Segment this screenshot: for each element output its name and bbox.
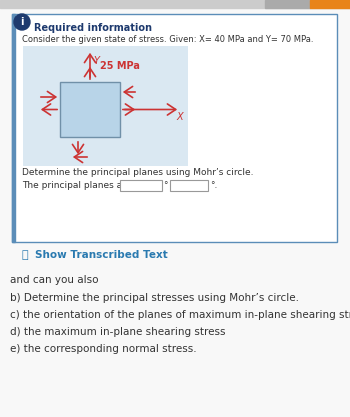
Text: 25 MPa: 25 MPa [100, 61, 140, 71]
Bar [265, 0, 310, 8]
Text: e) the corresponding normal stress.: e) the corresponding normal stress. [10, 344, 197, 354]
Bar [120, 180, 162, 191]
Text: b) Determine the principal stresses using Mohr’s circle.: b) Determine the principal stresses usin… [10, 293, 299, 303]
Text: The principal planes are at =: The principal planes are at = [22, 181, 154, 189]
Text: Consider the given state of stress. Given: X= 40 MPa and Y= 70 MPa.: Consider the given state of stress. Give… [22, 35, 314, 43]
Text: i: i [20, 17, 24, 27]
Bar [12, 14, 337, 242]
Text: c) the orientation of the planes of maximum in-plane shearing stress: c) the orientation of the planes of maxi… [10, 310, 350, 320]
Text: Y: Y [93, 56, 99, 66]
Text: d) the maximum in-plane shearing stress: d) the maximum in-plane shearing stress [10, 327, 225, 337]
Bar [60, 82, 120, 137]
Circle shape [14, 14, 30, 30]
Text: and can you also: and can you also [10, 275, 98, 285]
Bar [23, 46, 188, 166]
Text: °.: °. [210, 181, 217, 189]
Bar [310, 0, 350, 8]
Text: Required information: Required information [34, 23, 152, 33]
Text: X: X [176, 111, 183, 121]
Text: ⓘ: ⓘ [22, 250, 29, 260]
Bar [12, 14, 15, 242]
Text: Show Transcribed Text: Show Transcribed Text [35, 250, 168, 260]
Bar [170, 180, 208, 191]
Text: Determine the principal planes using Mohr’s circle.: Determine the principal planes using Moh… [22, 168, 253, 176]
Text: ° and: ° and [164, 181, 188, 189]
Bar [0, 0, 350, 8]
